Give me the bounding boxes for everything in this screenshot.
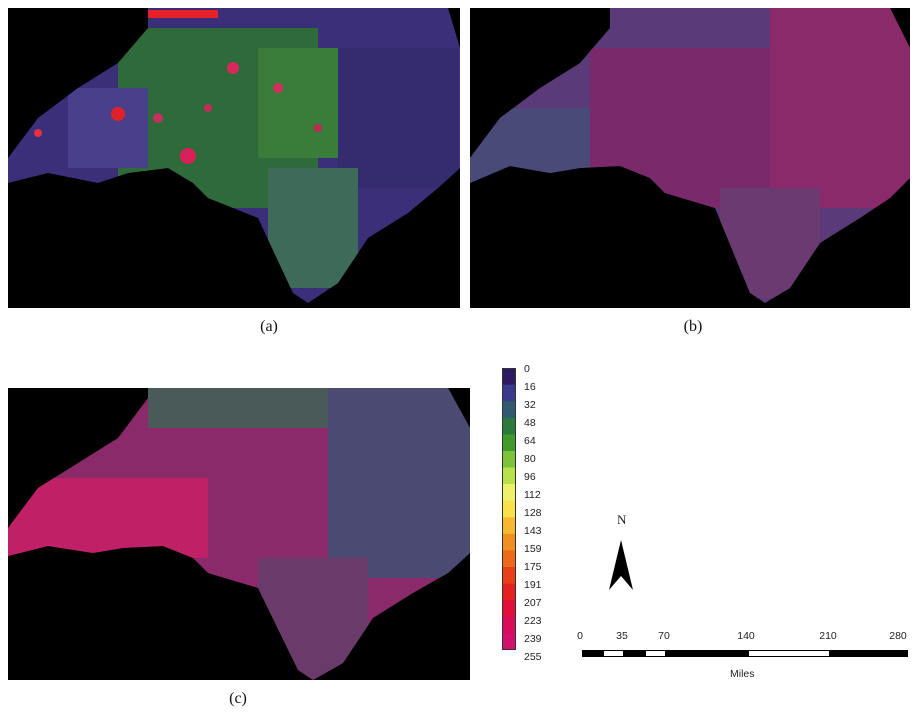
legend-swatch bbox=[502, 417, 516, 435]
scale-seg-4 bbox=[645, 650, 666, 657]
legend-swatch bbox=[502, 567, 516, 585]
legend-label: 64 bbox=[524, 435, 536, 447]
map-a-svg bbox=[8, 8, 460, 308]
legend-swatch bbox=[502, 500, 516, 518]
caption-b: (b) bbox=[683, 318, 703, 335]
scale-tick-35: 35 bbox=[616, 630, 628, 642]
scale-units: Miles bbox=[730, 668, 755, 680]
legend-swatch bbox=[502, 616, 516, 634]
legend-label: 207 bbox=[524, 597, 542, 609]
scale-tick-210: 210 bbox=[819, 630, 837, 642]
scale-seg-2 bbox=[603, 650, 624, 657]
legend-swatch bbox=[502, 550, 516, 568]
caption-a: (a) bbox=[260, 318, 278, 335]
legend-swatch bbox=[502, 517, 516, 535]
legend-swatch bbox=[502, 384, 516, 402]
legend-label: 255 bbox=[524, 651, 542, 663]
legend-color-bar bbox=[502, 368, 516, 650]
scale-seg-7 bbox=[830, 650, 908, 657]
scale-tick-280: 280 bbox=[889, 630, 907, 642]
legend-outline bbox=[502, 368, 516, 650]
scale-seg-6 bbox=[748, 650, 830, 657]
scale-seg-3 bbox=[624, 650, 645, 657]
legend-label: 239 bbox=[524, 633, 542, 645]
legend-label: 128 bbox=[524, 507, 542, 519]
legend-label: 96 bbox=[524, 471, 536, 483]
legend-swatch bbox=[502, 600, 516, 618]
scale-seg-5 bbox=[666, 650, 748, 657]
legend-label: 223 bbox=[524, 615, 542, 627]
scale-bar: 0 35 70 140 210 280 Miles bbox=[577, 630, 910, 680]
legend-label: 159 bbox=[524, 543, 542, 555]
scale-tick-140: 140 bbox=[737, 630, 755, 642]
legend-label: 112 bbox=[524, 489, 541, 501]
legend-swatch bbox=[502, 633, 516, 650]
map-panel-a bbox=[8, 8, 460, 308]
map-c-svg bbox=[8, 388, 470, 680]
legend-label: 191 bbox=[524, 579, 542, 591]
legend-labels: 0 16 32 48 64 80 96 112 128 143 159 175 191 207 223 239… bbox=[524, 363, 564, 663]
legend-swatch bbox=[502, 467, 516, 485]
legend-swatch bbox=[502, 401, 516, 419]
scale-seg-1 bbox=[582, 650, 603, 657]
map-b-svg bbox=[470, 8, 910, 308]
north-arrow-icon bbox=[609, 540, 633, 590]
north-label: N bbox=[617, 512, 627, 527]
legend-label: 32 bbox=[524, 399, 536, 411]
legend-swatch bbox=[502, 533, 516, 551]
legend-label: 80 bbox=[524, 453, 536, 465]
legend-swatch bbox=[502, 450, 516, 469]
legend-swatch bbox=[502, 484, 516, 502]
scale-tick-70: 70 bbox=[658, 630, 670, 642]
legend-swatch bbox=[502, 368, 516, 386]
legend-label: 16 bbox=[524, 381, 536, 393]
caption-c: (c) bbox=[229, 690, 247, 707]
legend-label: 48 bbox=[524, 417, 536, 429]
scale-tick-0: 0 bbox=[577, 630, 583, 642]
map-panel-c bbox=[8, 388, 470, 680]
map-panel-b bbox=[470, 8, 910, 308]
legend-label: 143 bbox=[524, 525, 542, 537]
legend-swatch bbox=[502, 583, 516, 601]
legend-label: 175 bbox=[524, 561, 542, 573]
legend-swatch bbox=[502, 434, 516, 452]
legend-label: 0 bbox=[524, 363, 530, 375]
